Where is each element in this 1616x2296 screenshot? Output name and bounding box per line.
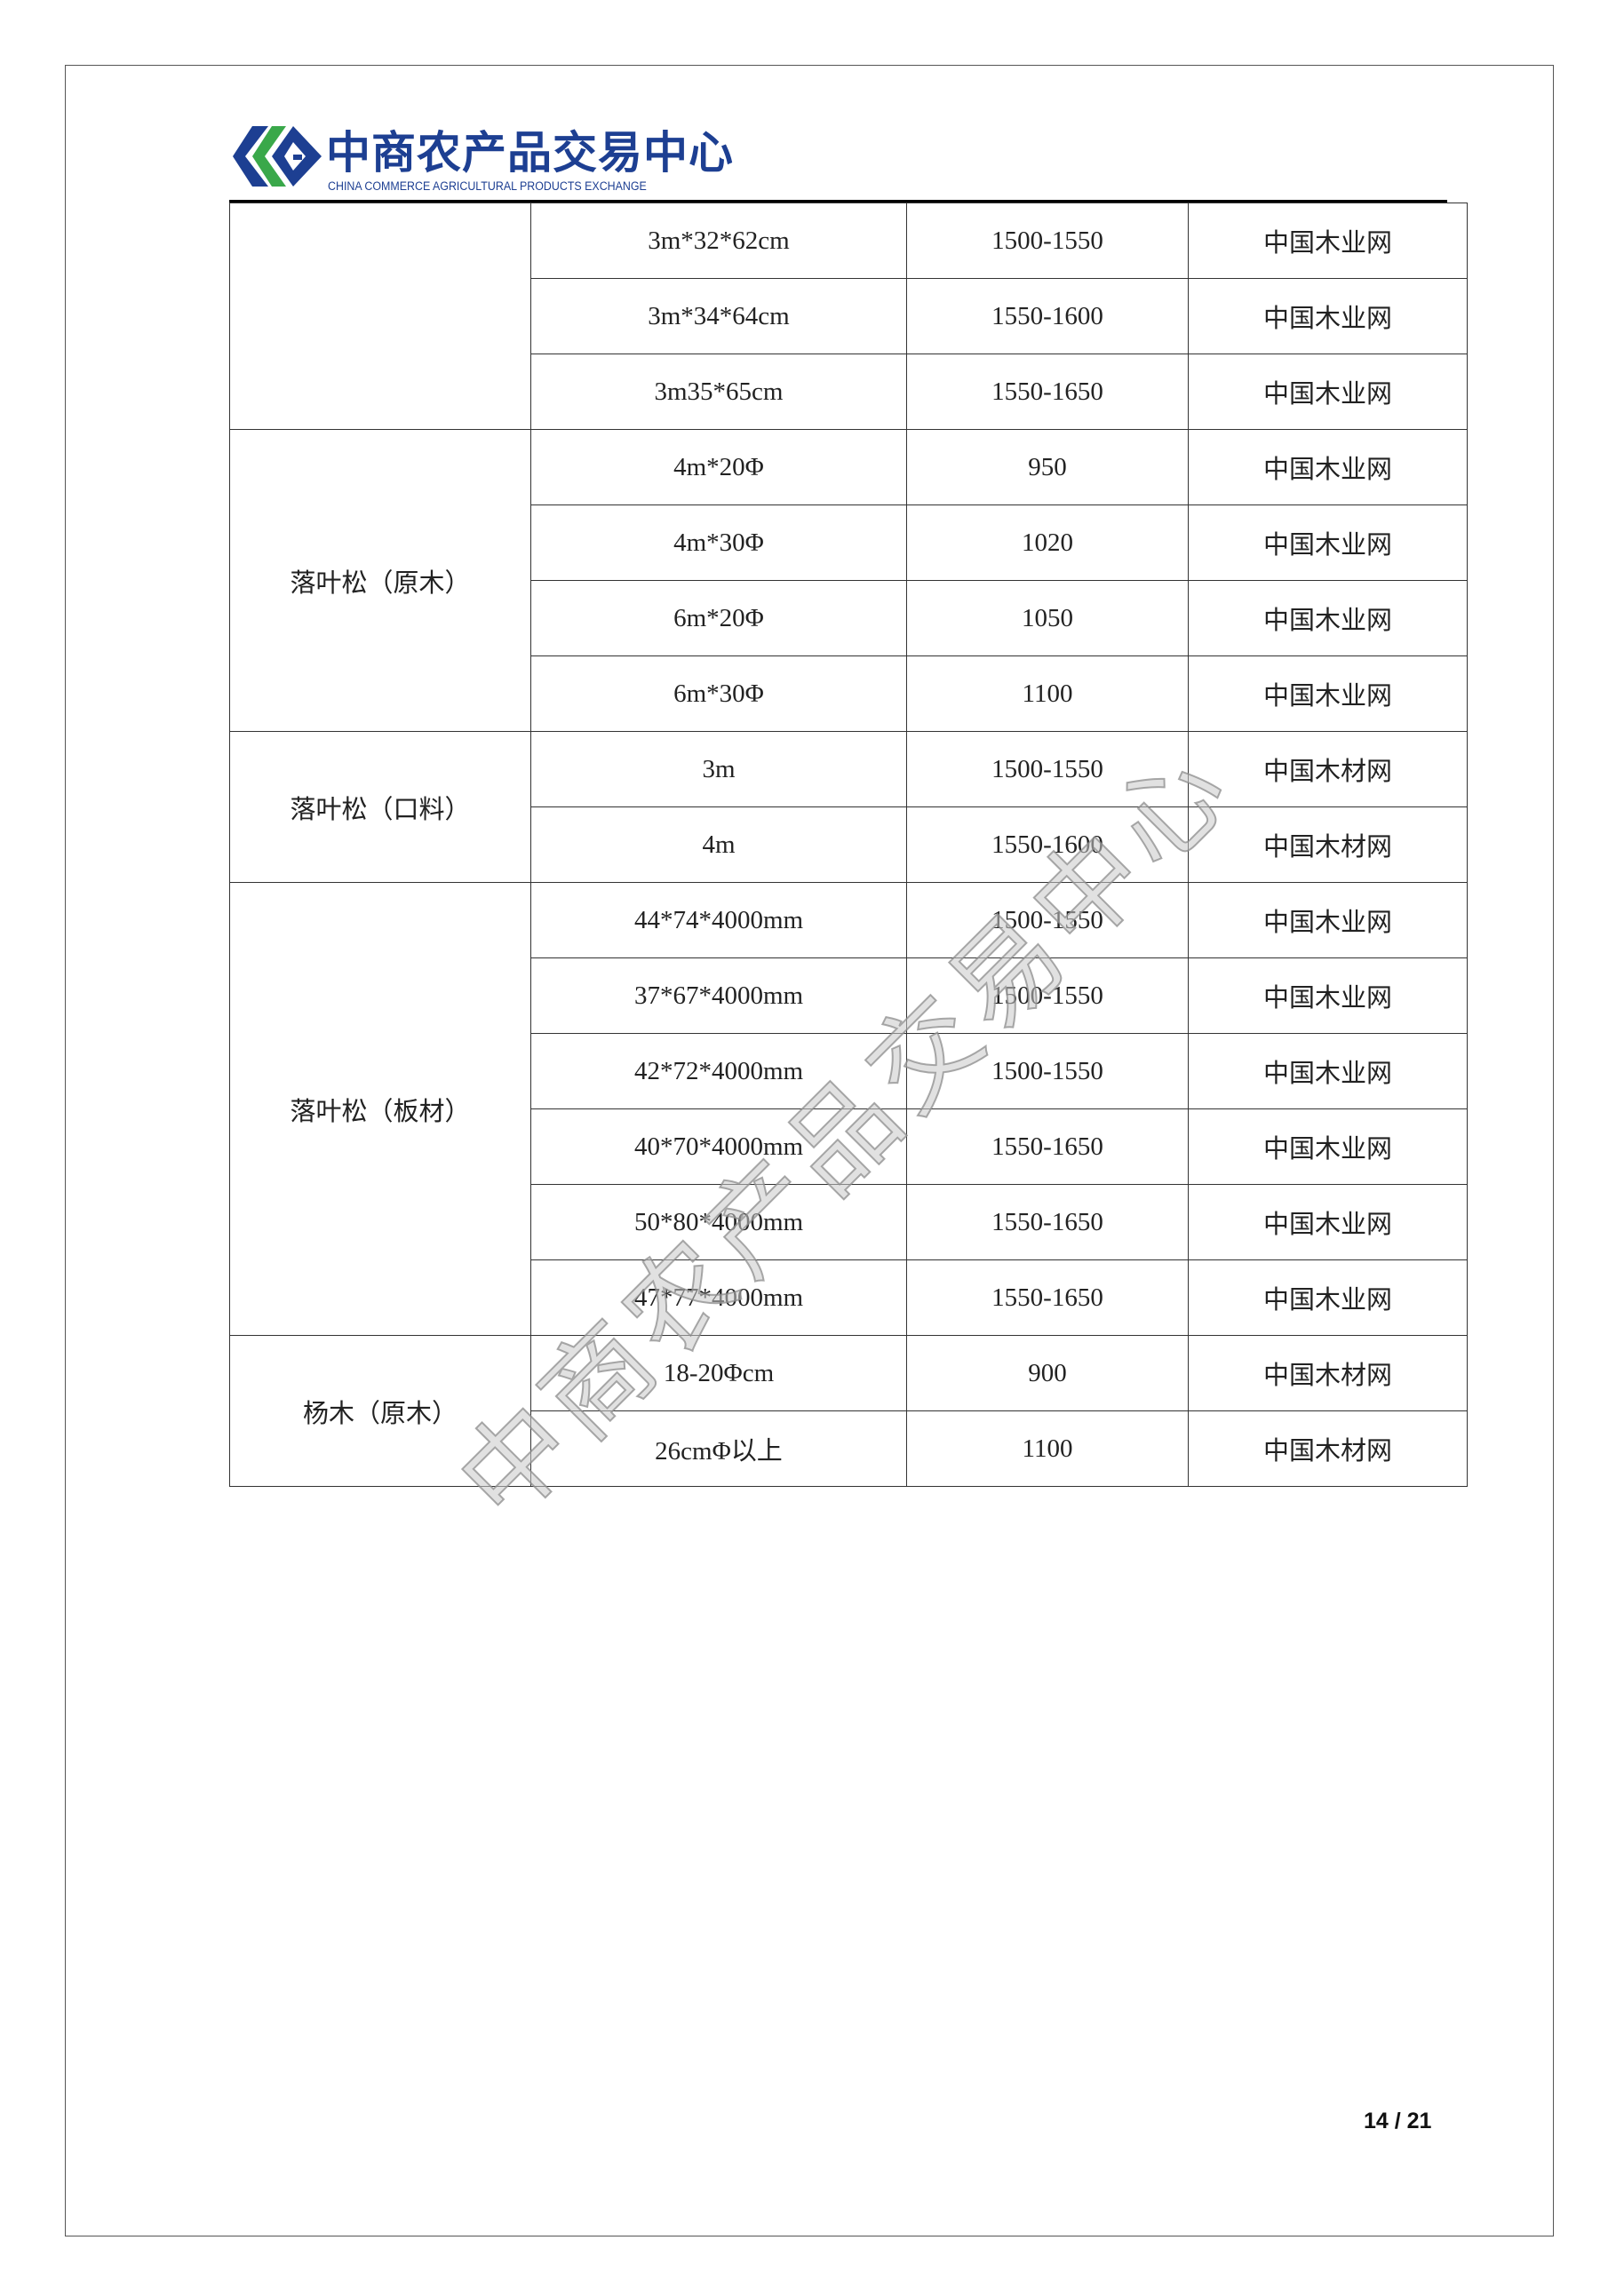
logo: 中商农产品交易中心 CHINA COMMERCE AGRICULTURAL PR… [233, 117, 733, 194]
page-number: 14 / 21 [1364, 2109, 1432, 2133]
table-row: 3m*32*62cm 1500-1550 中国木业网 [229, 203, 1468, 430]
spec-cell: 6m*20Φ [530, 580, 907, 656]
source-cell: 中国木业网 [1188, 655, 1468, 732]
table-row: 4m 1550-1600 中国木材网 [230, 806, 1468, 883]
spec-cell: 44*74*4000mm [530, 882, 907, 958]
table-row: 37*67*4000mm 1500-1550 中国木业网 [230, 957, 1468, 1034]
price-cell: 900 [906, 1335, 1189, 1411]
logo-text-cn: 中商农产品交易中心 [326, 127, 734, 179]
price-table: 3m*32*62cm 1500-1550 中国木业网 3m*34*64cm 1550-1… [229, 203, 1468, 1487]
source-cell: 中国木业网 [1188, 1108, 1468, 1185]
price-cell: 1550-1650 [906, 1108, 1189, 1185]
category-cell: 落叶松（板材） [229, 882, 531, 1336]
spec-cell: 18-20Φcm [530, 1335, 907, 1411]
category-cell: 落叶松（口料） [229, 731, 531, 883]
spec-cell: 6m*30Φ [530, 655, 907, 732]
category-cell [229, 203, 531, 430]
table-row: 落叶松（板材） 44*74*4000mm 1500-1550 中国木业网 [229, 882, 1468, 1336]
price-cell: 1550-1650 [906, 1184, 1189, 1260]
source-cell: 中国木业网 [1188, 957, 1468, 1034]
price-cell: 1100 [906, 655, 1189, 732]
logo-mark-icon [233, 126, 322, 187]
source-cell: 中国木业网 [1188, 580, 1468, 656]
source-cell: 中国木材网 [1188, 1335, 1468, 1411]
table-row: 杨木（原木） 18-20Φcm 900 中国木材网 [229, 1335, 1468, 1487]
logo-text-en: CHINA COMMERCE AGRICULTURAL PRODUCTS EXC… [328, 179, 647, 193]
source-cell: 中国木业网 [1188, 429, 1468, 505]
page-border [65, 65, 1554, 2236]
table-row: 落叶松（口料） 3m 1500-1550 中国木材网 [229, 731, 1468, 883]
source-cell: 中国木材网 [1188, 1410, 1468, 1487]
spec-cell: 40*70*4000mm [530, 1108, 907, 1185]
spec-cell: 4m*30Φ [530, 504, 907, 581]
source-cell: 中国木业网 [1188, 504, 1468, 581]
source-cell: 中国木材网 [1188, 806, 1468, 883]
spec-cell: 4m [530, 806, 907, 883]
source-cell: 中国木材网 [1188, 731, 1468, 807]
spec-cell: 47*77*4000mm [530, 1259, 907, 1336]
price-cell: 1550-1600 [906, 806, 1189, 883]
spec-cell: 3m [530, 731, 907, 807]
table-row: 47*77*4000mm 1550-1650 中国木业网 [230, 1259, 1468, 1336]
price-cell: 1500-1550 [906, 731, 1189, 807]
spec-cell: 3m*32*62cm [530, 203, 907, 279]
table-row: 40*70*4000mm 1550-1650 中国木业网 [230, 1108, 1468, 1185]
spec-cell: 50*80*4000mm [530, 1184, 907, 1260]
table-row: 42*72*4000mm 1500-1550 中国木业网 [230, 1033, 1468, 1109]
source-cell: 中国木业网 [1188, 354, 1468, 430]
table-row: 4m*30Φ 1020 中国木业网 [230, 504, 1468, 581]
spec-cell: 26cmΦ以上 [530, 1410, 907, 1487]
source-cell: 中国木业网 [1188, 203, 1468, 279]
price-cell: 1500-1550 [906, 957, 1189, 1034]
spec-cell: 4m*20Φ [530, 429, 907, 505]
table-row: 6m*30Φ 1100 中国木业网 [230, 655, 1468, 732]
price-cell: 1500-1550 [906, 203, 1189, 279]
table-row: 3m35*65cm 1550-1650 中国木业网 [230, 354, 1468, 430]
spec-cell: 37*67*4000mm [530, 957, 907, 1034]
category-cell: 落叶松（原木） [229, 429, 531, 732]
source-cell: 中国木业网 [1188, 278, 1468, 354]
source-cell: 中国木业网 [1188, 1184, 1468, 1260]
header-divider [229, 200, 1447, 203]
price-cell: 1100 [906, 1410, 1189, 1487]
price-cell: 1020 [906, 504, 1189, 581]
table-row: 落叶松（原木） 4m*20Φ 950 中国木业网 [229, 429, 1468, 732]
table-row: 50*80*4000mm 1550-1650 中国木业网 [230, 1184, 1468, 1260]
price-cell: 950 [906, 429, 1189, 505]
spec-cell: 42*72*4000mm [530, 1033, 907, 1109]
price-cell: 1550-1650 [906, 354, 1189, 430]
price-cell: 1500-1550 [906, 1033, 1189, 1109]
price-cell: 1550-1650 [906, 1259, 1189, 1336]
price-cell: 1050 [906, 580, 1189, 656]
spec-cell: 3m35*65cm [530, 354, 907, 430]
table-row: 26cmΦ以上 1100 中国木材网 [230, 1410, 1468, 1487]
price-cell: 1550-1600 [906, 278, 1189, 354]
source-cell: 中国木业网 [1188, 882, 1468, 958]
source-cell: 中国木业网 [1188, 1033, 1468, 1109]
category-cell: 杨木（原木） [229, 1335, 531, 1487]
table-row: 6m*20Φ 1050 中国木业网 [230, 580, 1468, 656]
spec-cell: 3m*34*64cm [530, 278, 907, 354]
price-cell: 1500-1550 [906, 882, 1189, 958]
source-cell: 中国木业网 [1188, 1259, 1468, 1336]
